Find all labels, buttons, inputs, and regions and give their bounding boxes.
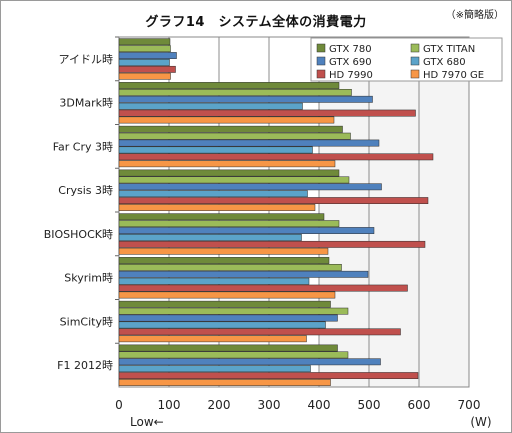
bar <box>118 321 326 329</box>
bar <box>118 183 382 191</box>
bar <box>118 344 338 352</box>
category-label: 3DMark時 <box>59 97 113 110</box>
bar <box>118 277 310 285</box>
unit-label: (W) <box>470 415 491 429</box>
bar <box>118 132 351 140</box>
legend-label: HD 7990 <box>329 70 373 81</box>
x-tick-label: 300 <box>258 398 281 412</box>
legend-swatch <box>410 69 420 79</box>
category-label: Crysis 3時 <box>58 184 113 197</box>
bar <box>118 139 380 147</box>
bar <box>118 95 373 103</box>
bar <box>118 146 313 154</box>
legend-swatch <box>316 43 326 53</box>
bar <box>118 65 176 73</box>
bar <box>118 204 316 211</box>
category-label: Skyrim時 <box>64 272 113 285</box>
bar <box>118 176 350 184</box>
bar <box>118 227 375 234</box>
bar <box>118 351 349 359</box>
category-label: Far Cry 3時 <box>53 140 113 153</box>
bar <box>118 264 342 271</box>
bar <box>118 153 434 161</box>
bar <box>118 160 336 168</box>
legend-swatch <box>410 56 420 66</box>
legend-label: GTX 680 <box>423 57 466 68</box>
bar <box>118 116 335 124</box>
bar <box>118 247 329 255</box>
category-label: BIOSHOCK時 <box>44 228 113 241</box>
x-axis-label: Low← <box>130 415 164 429</box>
category-label: アイドル時 <box>59 53 113 66</box>
bar <box>118 197 429 204</box>
bar <box>118 257 330 264</box>
x-tick-label: 100 <box>158 398 181 412</box>
bar <box>118 291 336 299</box>
bar <box>118 358 381 366</box>
bar <box>118 45 171 53</box>
bar <box>118 125 343 133</box>
bar <box>118 89 352 96</box>
bar <box>118 307 349 315</box>
bar <box>118 372 419 380</box>
legend-swatch <box>316 56 326 66</box>
bar <box>118 190 308 198</box>
legend-label: GTX 780 <box>329 44 372 55</box>
bar <box>118 52 177 59</box>
legend-label: GTX 690 <box>329 57 372 68</box>
legend-label: HD 7970 GE <box>423 70 484 81</box>
x-tick-label: 400 <box>308 398 331 412</box>
bar <box>118 38 171 46</box>
category-label: F1 2012時 <box>57 359 113 372</box>
bar <box>118 335 307 343</box>
bar <box>118 300 331 308</box>
bar <box>118 284 408 292</box>
bar <box>118 270 369 278</box>
bar <box>118 72 171 80</box>
legend-swatch <box>316 69 326 79</box>
bar <box>118 82 340 89</box>
bar <box>118 314 338 322</box>
chart-note: （※簡略版） <box>445 10 504 21</box>
chart-title: グラフ14 システム全体の消費電力 <box>145 15 367 30</box>
bar <box>118 328 401 336</box>
category-label: SimCity時 <box>60 315 113 328</box>
legend-box <box>310 37 503 82</box>
bar <box>118 234 302 241</box>
x-tick-label: 500 <box>358 398 381 412</box>
x-tick-label: 200 <box>208 398 231 412</box>
bar <box>118 240 426 248</box>
legend-swatch <box>410 43 420 53</box>
bar <box>118 220 340 228</box>
bar <box>118 109 416 117</box>
x-tick-label: 0 <box>115 398 123 412</box>
bar <box>118 365 311 373</box>
bar <box>118 102 303 110</box>
bar <box>118 379 331 386</box>
x-tick-label: 600 <box>408 398 431 412</box>
bar <box>118 213 325 221</box>
x-tick-label: 700 <box>458 398 481 412</box>
bar <box>118 59 170 66</box>
legend-label: GTX TITAN <box>423 44 475 55</box>
bar <box>118 169 340 177</box>
